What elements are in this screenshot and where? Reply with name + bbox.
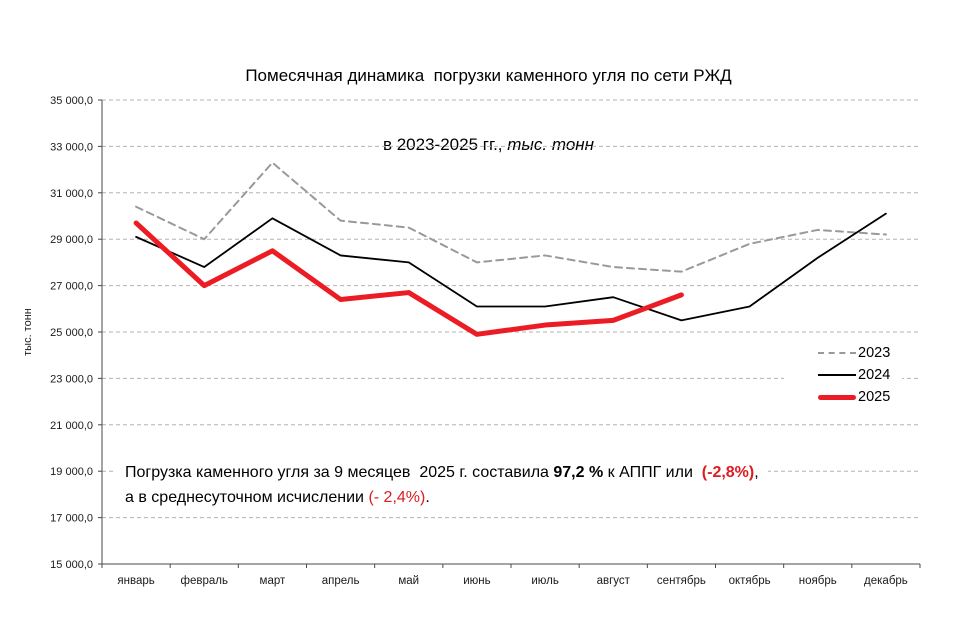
legend-label-2023: 2023 — [858, 345, 891, 361]
annotation-segment: к АППГ или — [603, 464, 702, 481]
annotation-segment: . — [425, 489, 430, 506]
y-tick-label: 25 000,0 — [50, 327, 93, 339]
y-tick-label: 23 000,0 — [50, 373, 93, 385]
x-tick-label: март — [260, 575, 286, 587]
x-tick-label: октябрь — [729, 575, 771, 587]
chart-title-line1: Помесячная динамика погрузки каменного у… — [245, 66, 732, 85]
annotation-segment: (- 2,4%) — [368, 489, 426, 506]
y-tick-label: 27 000,0 — [50, 281, 93, 293]
legend-line-2023-icon — [818, 352, 856, 354]
chart-title: Помесячная динамика погрузки каменного у… — [0, 18, 977, 202]
x-tick-label: апрель — [322, 575, 360, 587]
annotation-line: Погрузка каменного угля за 9 месяцев 202… — [125, 460, 759, 485]
y-tick-label: 17 000,0 — [50, 513, 93, 525]
annotation-segment: а в среднесуточном исчислении — [125, 489, 369, 506]
series-line-2025 — [133, 220, 684, 337]
annotation-segment: (-2,8%) — [701, 464, 755, 481]
x-tick-label: декабрь — [864, 575, 908, 587]
series-line-2024 — [135, 212, 887, 322]
legend-label-2025: 2025 — [858, 389, 891, 405]
annotation: Погрузка каменного угля за 9 месяцев 202… — [116, 457, 768, 515]
y-tick-label: 21 000,0 — [50, 420, 93, 432]
legend-item-2025: 2025 — [784, 386, 902, 408]
annotation-segment: , — [754, 464, 759, 481]
y-tick-label: 19 000,0 — [50, 466, 93, 478]
chart-title-line2: в 2023-2025 гг., тыс. тонн — [0, 133, 977, 156]
x-tick-label: ноябрь — [799, 575, 837, 587]
x-tick-label: январь — [117, 575, 154, 587]
legend-line-2025-icon — [818, 394, 856, 400]
x-tick-label: август — [597, 575, 631, 587]
series-line-2023 — [135, 161, 887, 273]
annotation-segment: Погрузка каменного угля за 9 месяцев 202… — [125, 464, 554, 481]
y-tick-label: 33 000,0 — [50, 141, 93, 153]
chart-title-units: тыс. тонн — [507, 135, 595, 154]
annotation-line: а в среднесуточном исчислении (- 2,4%). — [125, 485, 759, 510]
x-tick-label: июль — [531, 575, 559, 587]
y-tick-label: 15 000,0 — [50, 559, 93, 571]
legend-line-2024-icon — [818, 374, 856, 376]
y-tick-label: 29 000,0 — [50, 234, 93, 246]
x-tick-label: май — [398, 575, 419, 587]
chart-title-line2-text: в 2023-2025 гг., — [382, 135, 508, 154]
x-tick-label: февраль — [181, 575, 228, 587]
x-tick-label: июнь — [463, 575, 490, 587]
legend: 2023 2024 2025 — [784, 341, 902, 409]
legend-item-2024: 2024 — [784, 364, 902, 386]
legend-item-2023: 2023 — [784, 342, 902, 364]
y-tick-label: 35 000,0 — [50, 95, 93, 107]
y-tick-label: 31 000,0 — [50, 188, 93, 200]
annotation-segment: 97,2 % — [553, 464, 604, 481]
legend-label-2024: 2024 — [858, 367, 891, 383]
x-tick-label: сентябрь — [657, 575, 706, 587]
